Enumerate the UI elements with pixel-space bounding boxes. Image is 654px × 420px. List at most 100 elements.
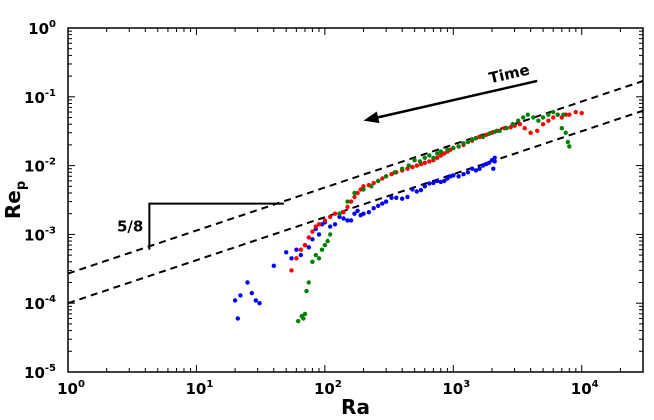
data-point bbox=[469, 166, 475, 171]
tick-labels: 100 101 102 103 104 10-5 10-4 10-3 10-2 10-1 100 bbox=[24, 19, 599, 398]
reference-line-2 bbox=[67, 109, 644, 305]
data-point bbox=[492, 155, 497, 160]
annotations: 5/8 Time bbox=[117, 61, 538, 250]
data-point bbox=[521, 115, 526, 120]
data-point bbox=[294, 247, 299, 252]
data-point bbox=[371, 180, 376, 186]
data-point bbox=[313, 224, 318, 229]
data-point bbox=[376, 178, 381, 184]
data-point bbox=[546, 112, 551, 117]
data-point bbox=[322, 242, 328, 248]
data-point bbox=[369, 184, 374, 189]
data-point bbox=[438, 179, 443, 185]
data-point bbox=[383, 174, 389, 179]
data-point bbox=[451, 173, 456, 178]
data-point bbox=[477, 134, 482, 140]
y-axis-label-main: Re bbox=[1, 190, 25, 219]
data-point bbox=[405, 194, 410, 200]
plot-frame bbox=[67, 27, 644, 373]
series-3 bbox=[296, 109, 572, 324]
data-point bbox=[306, 235, 311, 240]
data-point bbox=[322, 218, 328, 223]
data-point bbox=[304, 288, 309, 294]
y-tick-label: 10-1 bbox=[24, 88, 56, 107]
series-2 bbox=[289, 109, 584, 273]
data-point bbox=[257, 301, 262, 306]
data-point bbox=[540, 115, 546, 120]
data-point bbox=[352, 211, 357, 216]
data-point bbox=[418, 187, 424, 193]
plot-border bbox=[67, 27, 644, 373]
data-point bbox=[361, 211, 366, 216]
x-tick-label: 102 bbox=[314, 379, 342, 398]
x-tick-label: 103 bbox=[442, 379, 470, 398]
data-point bbox=[555, 112, 560, 117]
slope-label: 5/8 bbox=[117, 218, 143, 236]
data-point bbox=[417, 159, 423, 164]
data-point bbox=[316, 232, 322, 237]
data-point bbox=[271, 263, 276, 268]
data-point bbox=[422, 160, 427, 165]
data-point bbox=[565, 139, 571, 145]
data-point bbox=[445, 147, 450, 152]
data-point bbox=[517, 122, 523, 127]
data-point bbox=[492, 159, 497, 164]
data-point bbox=[394, 195, 399, 200]
data-point bbox=[477, 166, 482, 171]
data-point bbox=[328, 214, 333, 219]
data-point bbox=[491, 166, 496, 171]
data-point bbox=[325, 238, 330, 244]
data-point bbox=[567, 112, 572, 117]
data-point bbox=[316, 256, 322, 261]
data-point bbox=[298, 247, 303, 252]
data-point bbox=[319, 247, 325, 252]
data-point bbox=[427, 159, 432, 164]
data-point bbox=[461, 172, 466, 177]
data-point bbox=[294, 256, 299, 261]
data-point bbox=[352, 194, 357, 200]
data-point bbox=[504, 126, 509, 131]
data-point bbox=[456, 144, 461, 149]
data-point bbox=[328, 224, 333, 229]
data-point bbox=[298, 252, 303, 258]
data-point bbox=[238, 293, 243, 298]
data-point bbox=[366, 210, 371, 215]
data-point bbox=[442, 151, 447, 156]
data-point bbox=[310, 237, 315, 242]
data-point bbox=[289, 256, 294, 261]
data-point bbox=[245, 280, 250, 285]
data-point bbox=[563, 130, 568, 135]
data-point bbox=[573, 109, 578, 115]
data-point bbox=[345, 199, 350, 204]
data-point bbox=[551, 115, 556, 120]
data-point bbox=[348, 218, 354, 223]
x-tick-label: 104 bbox=[571, 379, 599, 398]
data-point bbox=[383, 199, 389, 204]
data-point bbox=[235, 316, 240, 321]
data-point bbox=[410, 187, 415, 192]
x-axis-label: Ra bbox=[341, 395, 370, 419]
data-point bbox=[332, 222, 338, 227]
data-point bbox=[414, 163, 419, 168]
data-point bbox=[352, 190, 357, 196]
data-point bbox=[531, 115, 536, 120]
time-arrow-head bbox=[363, 111, 380, 124]
data-point bbox=[427, 153, 432, 158]
data-point bbox=[469, 137, 475, 142]
data-point bbox=[510, 122, 515, 127]
data-point bbox=[431, 155, 436, 160]
data-point bbox=[301, 316, 306, 321]
data-point bbox=[400, 166, 405, 171]
data-point bbox=[361, 184, 366, 189]
x-tick-label: 101 bbox=[186, 379, 214, 398]
data-point bbox=[497, 128, 502, 133]
data-point bbox=[389, 172, 394, 177]
data-point bbox=[337, 214, 342, 219]
data-point bbox=[465, 170, 471, 175]
data-point bbox=[528, 130, 533, 135]
data-point bbox=[376, 203, 381, 208]
data-point bbox=[345, 204, 350, 210]
data-point bbox=[442, 178, 447, 184]
reference-line-1 bbox=[67, 80, 644, 275]
